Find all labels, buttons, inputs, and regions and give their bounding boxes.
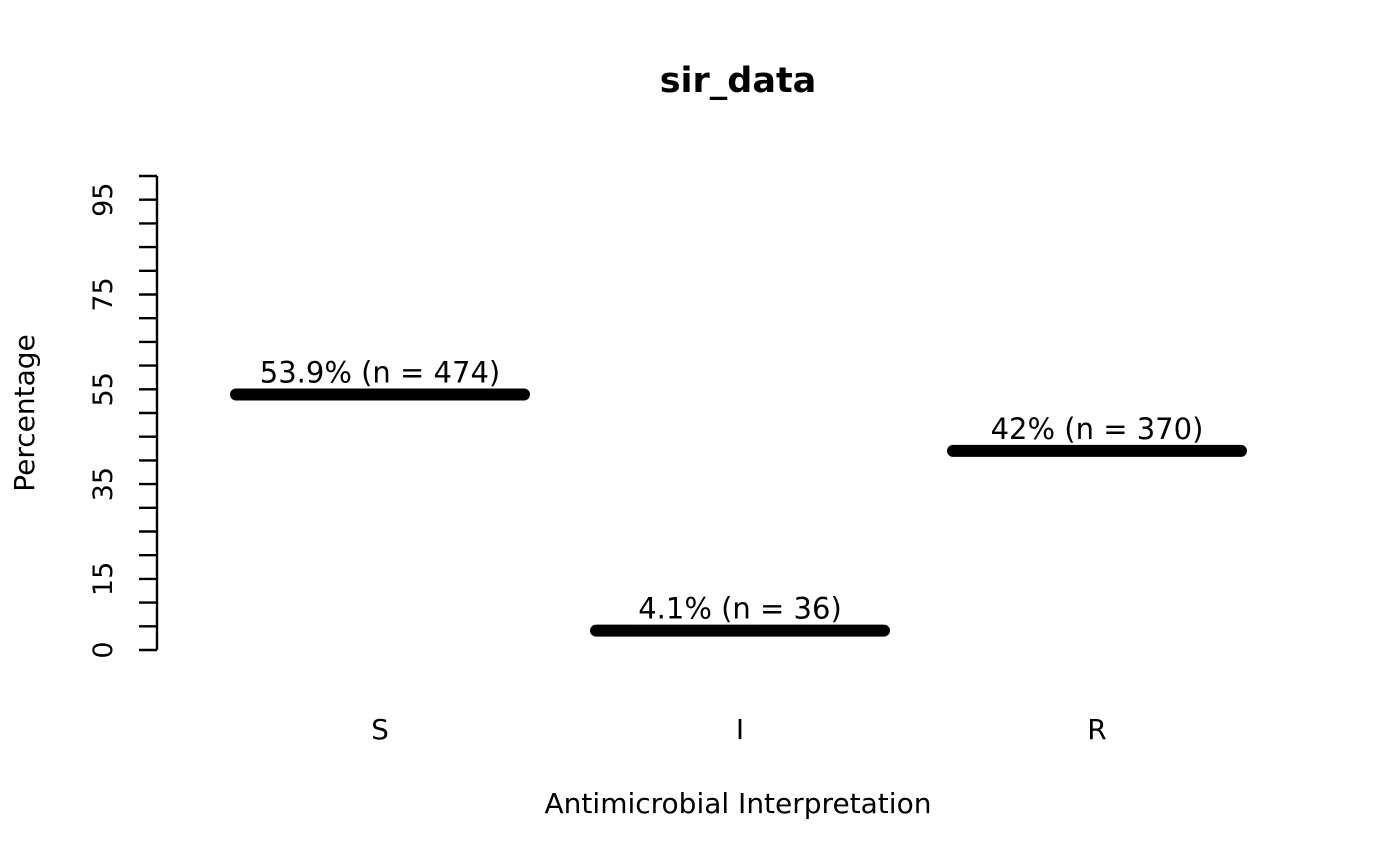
bars: 53.9% (n = 474) 4.1% (n = 36) 42% (n = 370… bbox=[230, 356, 1247, 637]
chart-title: sir_data bbox=[660, 61, 817, 101]
x-tick-label-S: S bbox=[371, 713, 389, 746]
y-tick-label: 75 bbox=[88, 277, 119, 311]
y-axis-title: Percentage bbox=[8, 334, 41, 492]
x-tick-label-I: I bbox=[736, 713, 744, 746]
bar-value-label-R: 42% (n = 370) bbox=[991, 412, 1204, 446]
y-tick-label: 15 bbox=[88, 562, 119, 596]
y-tick-label: 55 bbox=[88, 372, 119, 406]
bar-value-label-S: 53.9% (n = 474) bbox=[260, 356, 500, 390]
y-axis: 0 15 35 55 75 95 bbox=[88, 174, 159, 659]
x-tick-label-R: R bbox=[1087, 713, 1106, 746]
y-tick-label: 35 bbox=[88, 467, 119, 501]
y-tick-label: 0 bbox=[88, 641, 119, 658]
x-axis-title: Antimicrobial Interpretation bbox=[545, 787, 932, 820]
bar-value-label-I: 4.1% (n = 36) bbox=[638, 592, 842, 626]
y-tick-label: 95 bbox=[88, 183, 119, 217]
